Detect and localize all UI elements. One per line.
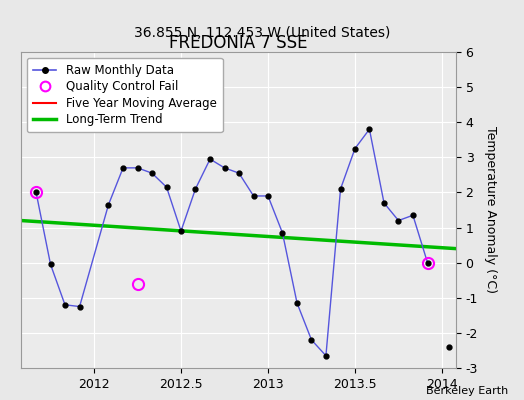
Text: Berkeley Earth: Berkeley Earth: [426, 386, 508, 396]
Text: 36.855 N, 112.453 W (United States): 36.855 N, 112.453 W (United States): [134, 26, 390, 40]
Y-axis label: Temperature Anomaly (°C): Temperature Anomaly (°C): [484, 126, 497, 294]
Legend: Raw Monthly Data, Quality Control Fail, Five Year Moving Average, Long-Term Tren: Raw Monthly Data, Quality Control Fail, …: [27, 58, 223, 132]
Title: FREDONIA 7 SSE: FREDONIA 7 SSE: [169, 34, 308, 52]
